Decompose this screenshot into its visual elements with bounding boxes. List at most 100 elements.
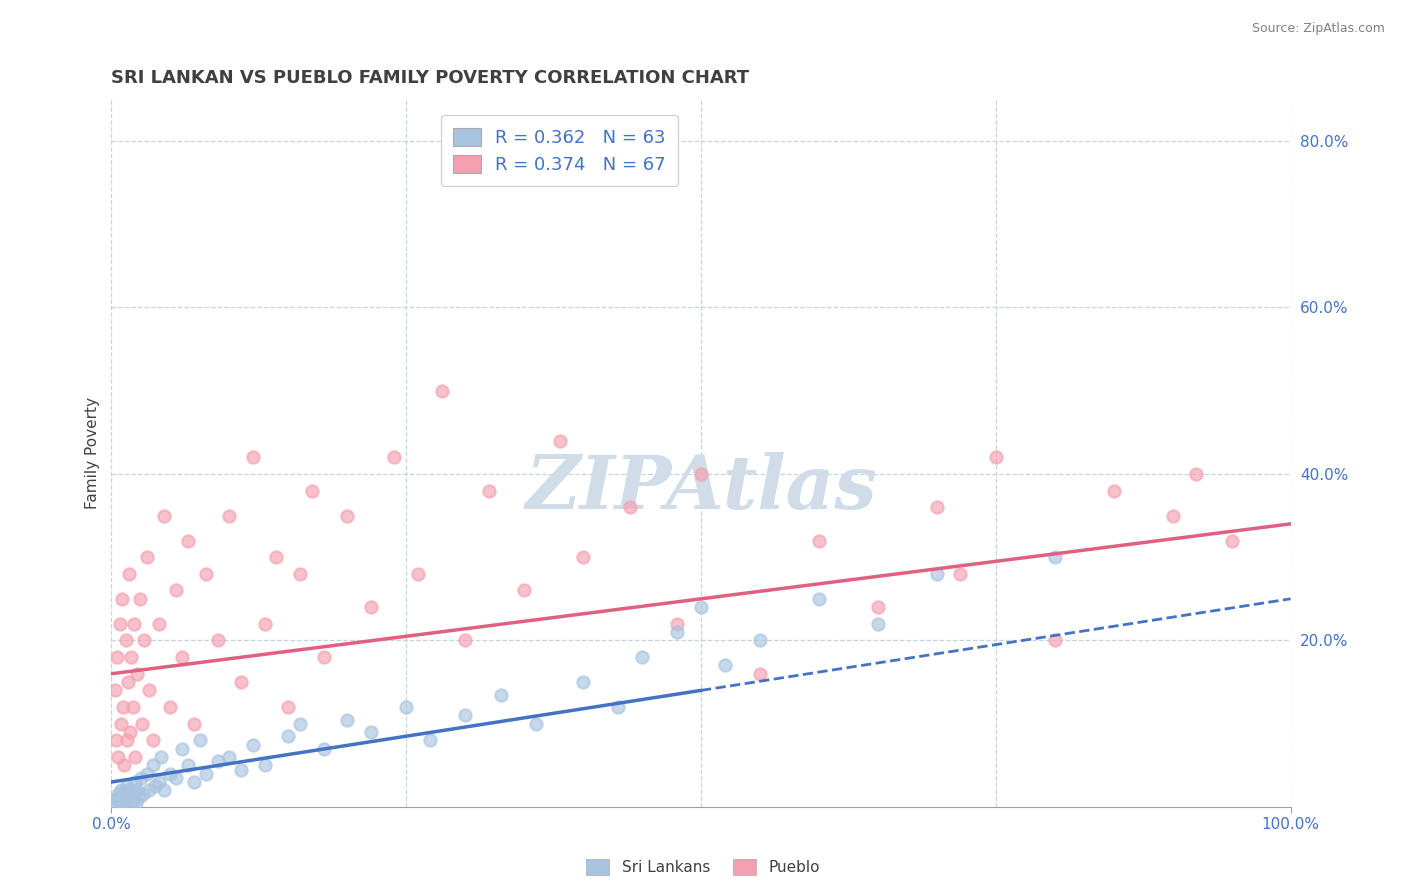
Point — [159, 700, 181, 714]
Legend: Sri Lankans, Pueblo: Sri Lankans, Pueblo — [581, 854, 825, 881]
Point — [548, 434, 571, 448]
Point — [242, 450, 264, 465]
Point — [149, 750, 172, 764]
Point — [807, 591, 830, 606]
Point — [713, 658, 735, 673]
Text: ZIPAtlas: ZIPAtlas — [526, 452, 877, 524]
Point — [1185, 467, 1208, 481]
Point — [121, 794, 143, 808]
Point — [138, 783, 160, 797]
Point — [129, 771, 152, 785]
Point — [690, 467, 713, 481]
Point — [120, 781, 142, 796]
Point — [336, 508, 359, 523]
Point — [138, 683, 160, 698]
Point — [120, 725, 142, 739]
Point — [666, 625, 689, 640]
Point — [134, 633, 156, 648]
Point — [984, 450, 1007, 465]
Point — [194, 566, 217, 581]
Point — [132, 788, 155, 802]
Point — [142, 758, 165, 772]
Point — [454, 708, 477, 723]
Point — [114, 633, 136, 648]
Point — [1043, 550, 1066, 565]
Point — [127, 783, 149, 797]
Point — [866, 616, 889, 631]
Point — [110, 716, 132, 731]
Point — [242, 738, 264, 752]
Point — [749, 666, 772, 681]
Point — [104, 796, 127, 810]
Point — [115, 733, 138, 747]
Point — [312, 741, 335, 756]
Point — [165, 583, 187, 598]
Point — [112, 795, 135, 809]
Point — [266, 550, 288, 565]
Point — [108, 797, 131, 812]
Point — [749, 633, 772, 648]
Point — [360, 600, 382, 615]
Point — [128, 591, 150, 606]
Point — [159, 766, 181, 780]
Point — [105, 791, 128, 805]
Point — [183, 775, 205, 789]
Point — [218, 508, 240, 523]
Point — [127, 666, 149, 681]
Y-axis label: Family Poverty: Family Poverty — [86, 397, 100, 509]
Point — [288, 716, 311, 731]
Point — [489, 688, 512, 702]
Point — [128, 789, 150, 804]
Point — [114, 792, 136, 806]
Point — [118, 566, 141, 581]
Legend: R = 0.362   N = 63, R = 0.374   N = 67: R = 0.362 N = 63, R = 0.374 N = 67 — [441, 115, 678, 186]
Point — [607, 700, 630, 714]
Point — [135, 766, 157, 780]
Point — [117, 791, 139, 805]
Point — [165, 771, 187, 785]
Point — [177, 758, 200, 772]
Point — [107, 750, 129, 764]
Point — [120, 650, 142, 665]
Point — [807, 533, 830, 548]
Point — [105, 650, 128, 665]
Point — [949, 566, 972, 581]
Point — [118, 797, 141, 811]
Point — [1161, 508, 1184, 523]
Point — [1102, 483, 1125, 498]
Point — [288, 566, 311, 581]
Point — [1043, 633, 1066, 648]
Point — [866, 600, 889, 615]
Point — [218, 750, 240, 764]
Point — [122, 785, 145, 799]
Point — [207, 754, 229, 768]
Point — [690, 600, 713, 615]
Point — [172, 741, 194, 756]
Point — [111, 789, 134, 804]
Text: SRI LANKAN VS PUEBLO FAMILY POVERTY CORRELATION CHART: SRI LANKAN VS PUEBLO FAMILY POVERTY CORR… — [111, 69, 749, 87]
Point — [430, 384, 453, 398]
Point — [120, 788, 142, 802]
Point — [112, 758, 135, 772]
Point — [110, 783, 132, 797]
Point — [253, 616, 276, 631]
Point — [115, 779, 138, 793]
Point — [112, 700, 135, 714]
Point — [121, 700, 143, 714]
Point — [104, 683, 127, 698]
Point — [478, 483, 501, 498]
Point — [336, 713, 359, 727]
Point — [188, 733, 211, 747]
Point — [177, 533, 200, 548]
Point — [301, 483, 323, 498]
Point — [666, 616, 689, 631]
Point — [105, 793, 128, 807]
Point — [117, 675, 139, 690]
Point — [172, 650, 194, 665]
Point — [229, 675, 252, 690]
Point — [925, 500, 948, 515]
Point — [148, 616, 170, 631]
Point — [153, 508, 176, 523]
Point — [153, 783, 176, 797]
Point — [419, 733, 441, 747]
